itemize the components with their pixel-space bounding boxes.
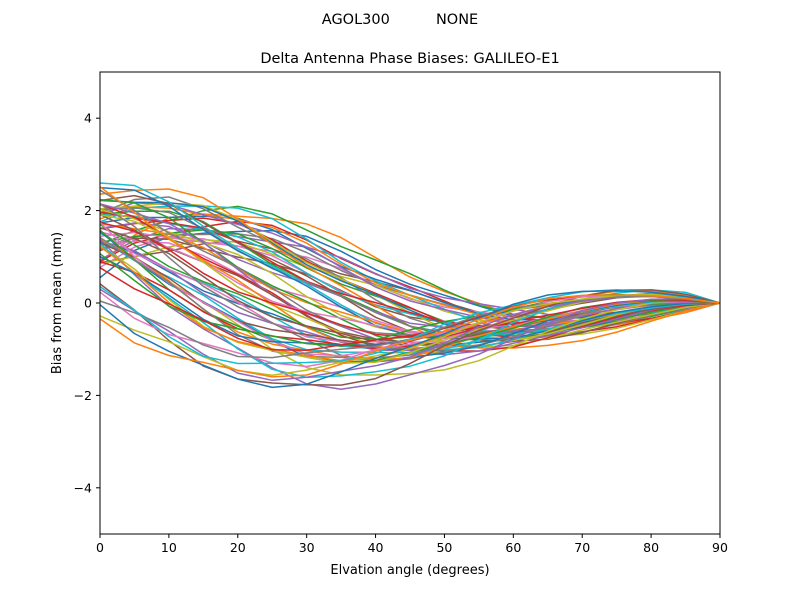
- series-line: [99, 240, 721, 352]
- series-line: [99, 217, 721, 339]
- x-tick-label: 80: [643, 540, 659, 555]
- figure-suptitle: AGOL300 NONE: [322, 12, 478, 28]
- chart-title: Delta Antenna Phase Biases: GALILEO-E1: [260, 51, 559, 67]
- series-line: [99, 294, 721, 378]
- x-tick-label: 50: [436, 540, 452, 555]
- x-tick-label: 60: [505, 540, 521, 555]
- series-line: [99, 285, 721, 365]
- x-tick-label: 90: [712, 540, 728, 555]
- x-tick-label: 0: [96, 540, 104, 555]
- y-axis-label: Bias from mean (mm): [50, 232, 65, 374]
- series-line: [99, 196, 721, 337]
- x-tick-label: 40: [368, 540, 384, 555]
- y-tick-label: 4: [84, 111, 92, 126]
- series-line: [99, 238, 721, 390]
- x-tick-label: 30: [299, 540, 315, 555]
- y-tick-label: 2: [84, 203, 92, 218]
- series-line: [99, 214, 721, 355]
- series-line: [99, 290, 721, 389]
- x-tick-label: 10: [161, 540, 177, 555]
- series-group: [99, 182, 721, 390]
- series-line: [99, 242, 721, 379]
- y-tick-label: 0: [84, 296, 92, 311]
- x-axis-label: Elvation angle (degrees): [330, 563, 489, 578]
- x-tick-label: 70: [574, 540, 590, 555]
- y-axis: −4 −2 0 2 4: [74, 111, 100, 495]
- y-tick-label: −2: [74, 388, 92, 403]
- x-tick-label: 20: [230, 540, 246, 555]
- y-tick-label: −4: [74, 480, 92, 495]
- x-axis: 0 10 20 30 40 50 60 70 80 90: [96, 534, 728, 555]
